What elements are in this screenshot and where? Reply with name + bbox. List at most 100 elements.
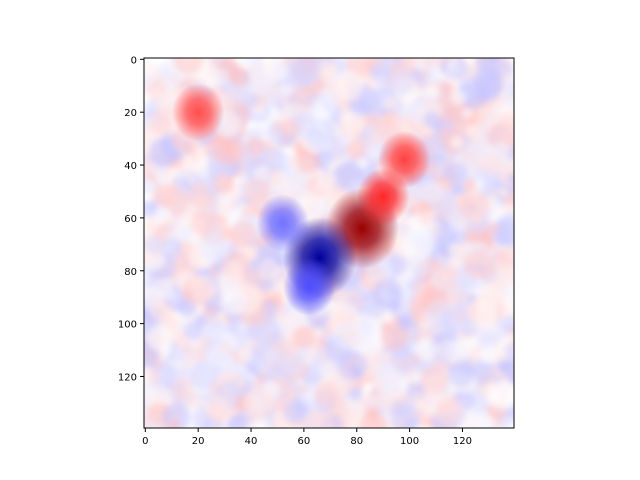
noise-blob <box>173 58 204 75</box>
noise-blob <box>346 139 367 160</box>
noise-blob <box>173 269 196 291</box>
y-tick-label: 60 <box>124 214 137 225</box>
noise-blob <box>380 321 409 351</box>
noise-blob <box>243 177 271 205</box>
noise-blob <box>344 112 365 132</box>
noise-blob <box>396 232 409 246</box>
noise-blob <box>351 366 363 377</box>
noise-blob <box>237 348 253 364</box>
noise-blob <box>413 103 425 116</box>
y-tick-label: 40 <box>124 161 137 172</box>
noise-blob <box>435 396 464 425</box>
noise-blob <box>337 350 368 381</box>
noise-blob <box>281 354 304 377</box>
feature-positive_lobe_mid <box>356 167 410 226</box>
noise-blob <box>147 384 172 408</box>
noise-blob <box>494 230 511 246</box>
x-tick-label: 60 <box>298 436 311 447</box>
noise-blob <box>473 309 498 333</box>
noise-blob <box>480 152 504 175</box>
noise-blob <box>420 212 433 226</box>
noise-blob <box>423 111 441 129</box>
noise-blob <box>487 178 504 194</box>
noise-blob <box>397 379 409 391</box>
noise-blob <box>291 58 322 85</box>
noise-blob <box>144 369 161 386</box>
noise-blob <box>229 220 256 247</box>
noise-blob <box>170 377 194 401</box>
noise-blob <box>371 278 403 310</box>
noise-blob <box>414 337 439 361</box>
noise-blob <box>383 95 398 111</box>
noise-blob <box>464 249 495 280</box>
noise-blob <box>145 79 167 101</box>
noise-blob <box>228 66 249 87</box>
noise-blob <box>144 179 156 198</box>
noise-blob <box>149 301 171 323</box>
noise-blob <box>500 245 514 268</box>
feature-negative_lobe_left <box>256 194 310 253</box>
noise-blob <box>313 381 340 408</box>
noise-blob <box>258 277 275 293</box>
noise-blob <box>356 157 368 169</box>
noise-blob <box>293 325 315 347</box>
y-tick-label: 80 <box>124 267 137 278</box>
noise-blob <box>226 320 240 334</box>
noise-blob <box>499 113 514 131</box>
noise-blob <box>450 89 467 106</box>
noise-blob <box>473 66 504 98</box>
noise-blob <box>461 107 474 119</box>
noise-blob <box>458 189 491 222</box>
noise-blob <box>361 136 373 148</box>
noise-blob <box>236 58 254 69</box>
feature-positive_spot_topleft <box>171 83 225 142</box>
noise-blob <box>212 172 235 195</box>
x-axis: 0 20 40 60 80 100 120 <box>142 428 472 447</box>
noise-blob <box>501 314 514 334</box>
noise-blob <box>144 235 164 254</box>
x-tick-label: 20 <box>192 436 205 447</box>
x-tick-label: 120 <box>453 436 472 447</box>
noise-blob <box>486 222 500 236</box>
noise-blob <box>230 283 263 316</box>
noise-blob <box>226 209 241 225</box>
noise-blob <box>479 342 501 364</box>
plot-frame <box>143 57 515 429</box>
noise-blob <box>392 347 418 374</box>
y-tick-label: 120 <box>118 372 137 383</box>
noise-blob <box>494 58 512 74</box>
noise-blob <box>435 267 456 289</box>
noise-blob <box>187 182 213 208</box>
noise-blob <box>160 238 183 261</box>
noise-blob <box>504 341 514 362</box>
noise-blob <box>243 387 275 419</box>
noise-blob <box>404 254 430 280</box>
noise-blob <box>373 66 393 86</box>
noise-blob <box>159 182 176 200</box>
noise-blob <box>204 396 230 421</box>
noise-blob <box>306 347 317 359</box>
noise-blob <box>464 156 476 168</box>
noise-blob <box>267 170 290 192</box>
noise-blob <box>361 274 378 291</box>
noise-blob <box>167 419 181 428</box>
noise-blob <box>199 234 231 265</box>
noise-blob <box>334 163 365 194</box>
x-tick-label: 0 <box>142 436 148 447</box>
noise-blob <box>505 210 514 223</box>
x-tick-label: 40 <box>245 436 258 447</box>
noise-blob <box>437 338 461 363</box>
noise-blob <box>507 146 514 161</box>
noise-blob <box>401 228 434 261</box>
noise-blob <box>247 68 275 96</box>
x-tick-label: 80 <box>350 436 363 447</box>
noise-blob <box>333 70 364 101</box>
y-tick-label: 100 <box>118 320 137 331</box>
noise-blob <box>478 285 502 309</box>
noise-blob <box>144 200 157 218</box>
noise-blob <box>454 338 474 357</box>
noise-blob <box>450 135 464 150</box>
noise-blob <box>342 328 362 348</box>
noise-blob <box>486 379 514 410</box>
